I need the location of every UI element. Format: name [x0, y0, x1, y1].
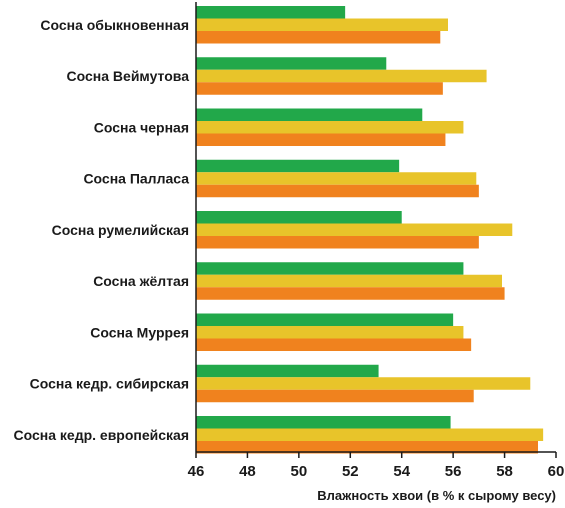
bar-5-1 — [196, 211, 402, 224]
bar-9-2 — [196, 428, 544, 441]
x-axis-title: Влажность хвои (в % к сырому весу) — [317, 488, 556, 503]
bar-2-3 — [196, 82, 443, 95]
bar-6-1 — [196, 262, 464, 275]
bar-8-3 — [196, 389, 474, 403]
bar-4-2 — [196, 172, 477, 185]
bar-4-1 — [196, 159, 400, 173]
bar-7-1 — [196, 313, 454, 326]
category-label: Сосна Муррея — [90, 324, 189, 340]
x-tick-label: 46 — [188, 463, 205, 480]
bar-3-1 — [196, 108, 423, 121]
bar-2-1 — [196, 57, 387, 70]
bar-6-2 — [196, 274, 502, 288]
bar-2-2 — [196, 69, 487, 83]
category-label: Сосна кедр. сибирская — [30, 376, 189, 392]
x-tick-label: 50 — [291, 463, 308, 480]
bar-8-2 — [196, 377, 531, 390]
x-axis-ticks: 46 48 50 52 54 56 58 60 — [188, 452, 565, 480]
x-tick-label: 56 — [445, 463, 462, 480]
x-tick-label: 48 — [239, 463, 256, 480]
category-label: Сосна жёлтая — [93, 273, 189, 289]
x-tick-label: 54 — [393, 463, 410, 480]
category-label: Сосна обыкновенная — [40, 17, 189, 33]
bar-5-2 — [196, 223, 513, 236]
bar-1-1 — [196, 6, 346, 19]
bar-7-2 — [196, 326, 464, 339]
bar-5-3 — [196, 236, 479, 249]
category-label: Сосна черная — [94, 119, 189, 135]
bar-1-3 — [196, 31, 441, 44]
bar-9-3 — [196, 441, 538, 454]
bar-7-3 — [196, 338, 472, 351]
bar-3-3 — [196, 133, 446, 146]
bar-9-1 — [196, 416, 451, 429]
category-label: Сосна кедр. европейская — [14, 427, 190, 443]
bar-3-2 — [196, 121, 464, 134]
x-tick-label: 60 — [548, 463, 565, 480]
bar-8-1 — [196, 364, 379, 378]
category-label: Сосна Веймутова — [67, 68, 190, 84]
category-labels: Сосна обыкновенная Сосна Веймутова Сосна ч… — [14, 17, 190, 443]
x-tick-label: 52 — [342, 463, 359, 480]
x-tick-label: 58 — [496, 463, 513, 480]
bar-4-3 — [196, 184, 479, 198]
category-label: Сосна румелийская — [52, 222, 189, 238]
bars-group — [196, 6, 544, 454]
category-label: Сосна Палласа — [83, 171, 189, 187]
bar-6-3 — [196, 287, 505, 300]
bar-1-2 — [196, 18, 448, 31]
